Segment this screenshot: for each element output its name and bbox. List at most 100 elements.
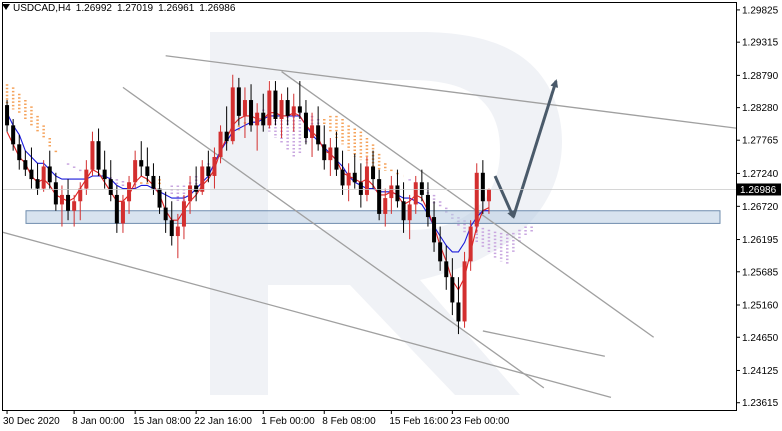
candle-body <box>474 172 479 227</box>
candle-body <box>120 201 125 224</box>
candle-body <box>395 185 400 202</box>
candle-body <box>35 179 40 189</box>
candle-body <box>352 172 357 183</box>
candle-body <box>169 220 174 237</box>
candle-body <box>450 277 455 303</box>
candle-body <box>297 106 302 113</box>
candle-body <box>194 185 199 192</box>
candle-body <box>84 169 89 189</box>
current-price-box <box>737 183 781 196</box>
candle-body <box>267 90 272 126</box>
candle-body <box>53 182 58 205</box>
candle-body <box>462 261 467 322</box>
candle-body <box>206 166 211 176</box>
forecast-arrow-up <box>511 79 559 218</box>
candle-body <box>273 90 278 120</box>
x-tick-label: 8 Jan 00:00 <box>72 416 125 427</box>
candle-body <box>139 160 144 167</box>
x-tick-label: 23 Feb 00:00 <box>450 416 509 427</box>
candle-body <box>108 179 113 195</box>
candle-body <box>316 125 321 145</box>
candle-body <box>29 169 34 180</box>
candle-body <box>377 179 382 214</box>
current-price-label: 1.26986 <box>740 185 777 196</box>
candle-body <box>47 166 52 183</box>
symbol-timeframe: USDCAD,H4 <box>13 3 71 14</box>
candle-body <box>96 141 101 170</box>
candle-body <box>413 182 418 205</box>
low-value: 1.26961 <box>158 3 195 14</box>
trendline <box>165 55 736 129</box>
candle-body <box>340 169 345 186</box>
y-tick-label: 1.28280 <box>742 103 779 114</box>
candle-body <box>444 261 449 278</box>
y-tick-label: 1.25160 <box>742 300 779 311</box>
candle-body <box>236 87 241 116</box>
high-value: 1.27019 <box>116 3 154 14</box>
candle-body <box>230 87 235 142</box>
candle-body <box>486 189 491 202</box>
candle-body <box>438 242 443 262</box>
candle-body <box>218 131 223 157</box>
candle-body <box>212 156 217 176</box>
candle-body <box>114 194 119 224</box>
candle-body <box>11 125 16 145</box>
y-tick-label: 1.23615 <box>742 398 779 409</box>
candle-body <box>255 112 260 126</box>
candle-body <box>188 185 193 202</box>
candle-body <box>5 105 10 126</box>
candle-body <box>364 166 369 195</box>
x-tick-label: 1 Feb 00:00 <box>261 416 315 427</box>
y-tick-label: 1.28790 <box>742 71 779 82</box>
candle-body <box>425 194 430 218</box>
candle-body <box>401 201 406 221</box>
candle-body <box>133 160 138 183</box>
candle-body <box>346 172 351 186</box>
candle-body <box>279 100 284 120</box>
candle-body <box>480 172 485 202</box>
symbol-dropdown-icon[interactable] <box>2 4 10 10</box>
candle-body <box>419 182 424 195</box>
candle-body <box>200 166 205 192</box>
chart-header: USDCAD,H4 1.26992 1.27019 1.26961 1.26986 <box>2 3 240 14</box>
close-value: 1.26986 <box>199 3 236 14</box>
candle-body <box>17 144 22 161</box>
x-tick-label: 15 Jan 08:00 <box>133 416 191 427</box>
candle-body <box>127 182 132 202</box>
candle-body <box>291 106 296 116</box>
candle-body <box>181 201 186 227</box>
candle-body <box>303 112 308 138</box>
candle-body <box>371 166 376 180</box>
candle-body <box>358 182 363 195</box>
candle-body <box>468 226 473 262</box>
candle-body <box>59 194 64 205</box>
y-tick-label: 1.24650 <box>742 333 779 344</box>
x-tick-label: 15 Feb 16:00 <box>389 416 448 427</box>
candle-body <box>456 302 461 322</box>
y-tick-label: 1.24125 <box>742 366 779 377</box>
candle-body <box>383 198 388 214</box>
candle-body <box>66 194 71 211</box>
candle-body <box>23 160 28 170</box>
y-tick-label: 1.29315 <box>742 38 779 49</box>
candle-body <box>78 188 83 202</box>
candle-body <box>328 147 333 161</box>
candle-body <box>407 204 412 221</box>
trendline <box>482 330 605 357</box>
x-tick-label: 22 Jan 16:00 <box>194 416 252 427</box>
support-zone <box>25 210 721 224</box>
candle-body <box>389 185 394 199</box>
candle-body <box>249 100 254 126</box>
y-tick-label: 1.27240 <box>742 169 779 180</box>
candle-body <box>242 100 247 116</box>
candle-body <box>432 217 437 243</box>
candle-body <box>175 226 180 237</box>
y-tick-label: 1.26195 <box>742 235 779 246</box>
candle-body <box>151 175 156 189</box>
candle-body <box>285 100 290 116</box>
candle-body <box>163 207 168 221</box>
x-tick-label: 30 Dec 2020 <box>3 416 60 427</box>
candle-body <box>102 169 107 180</box>
